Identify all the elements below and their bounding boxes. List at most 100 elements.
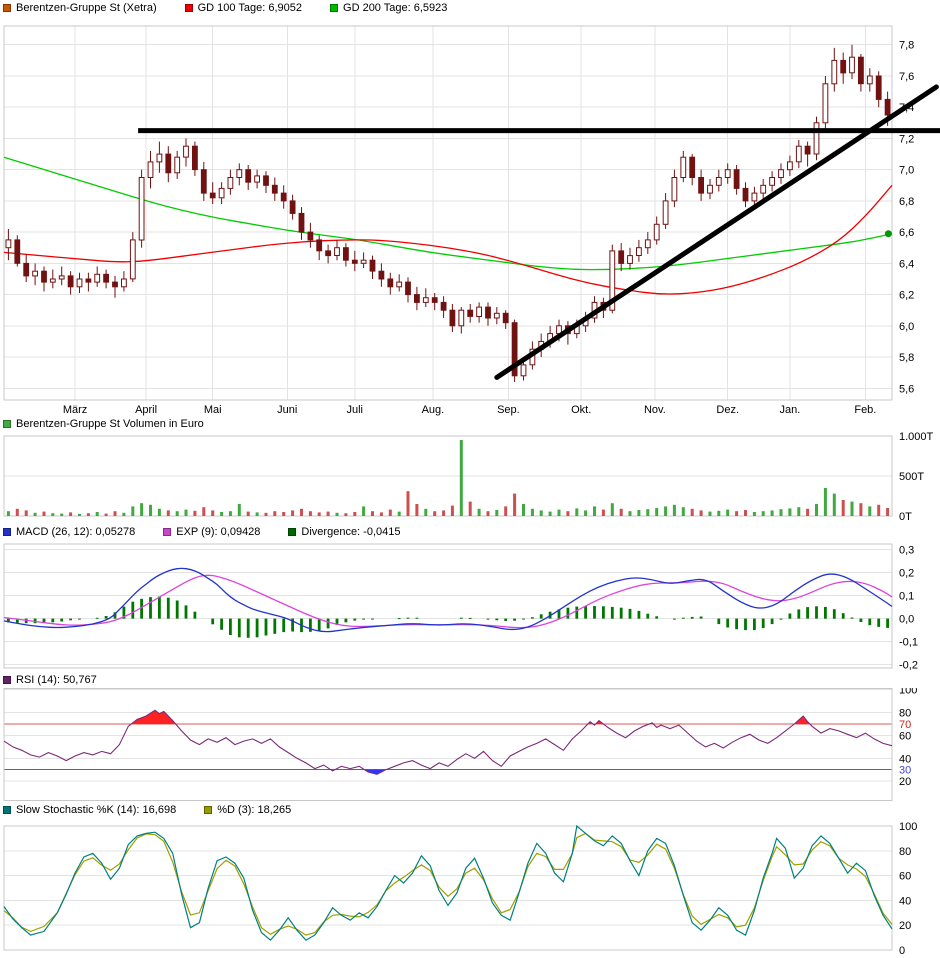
stoch-k-line: [3, 824, 893, 941]
macd-legend: MACD (26, 12): 0,05278 EXP (9): 0,09428 …: [0, 524, 940, 540]
legend-item-symbol: Berentzen-Gruppe St (Xetra): [3, 2, 157, 14]
gd200-line: [3, 156, 893, 271]
legend-item-stoch-d: %D (3): 18,265: [204, 804, 291, 816]
legend-item-divergence: Divergence: -0,0415: [288, 526, 400, 538]
svg-text:60: 60: [899, 730, 911, 742]
svg-text:Juli: Juli: [347, 404, 364, 416]
exp-swatch-icon: [163, 528, 172, 536]
svg-text:6,4: 6,4: [899, 258, 914, 270]
symbol-legend-label: Berentzen-Gruppe St (Xetra): [16, 2, 157, 14]
trend-line: [494, 84, 939, 380]
stoch-d-legend-label: %D (3): 18,265: [217, 804, 292, 816]
legend-item-exp: EXP (9): 0,09428: [163, 526, 260, 538]
svg-text:80: 80: [899, 846, 911, 858]
rsi-line: [3, 709, 893, 775]
price-legend: Berentzen-Gruppe St (Xetra) GD 100 Tage:…: [0, 0, 940, 16]
svg-text:80: 80: [899, 708, 911, 720]
svg-text:6,8: 6,8: [899, 196, 914, 208]
gd200-swatch-icon: [330, 4, 339, 12]
svg-text:6,2: 6,2: [899, 290, 914, 302]
volume-legend: Berentzen-Gruppe St Volumen in Euro: [0, 416, 940, 432]
stoch-k-legend-label: Slow Stochastic %K (14): 16,698: [16, 804, 177, 816]
svg-text:Dez.: Dez.: [716, 404, 739, 416]
volume-swatch-icon: [3, 420, 11, 428]
svg-text:-0,1: -0,1: [899, 637, 918, 649]
price-chart-svg: 7,8 7,6 7,4 7,2 7,0 6,8 6,6 6,4 6,2 6,0 5,8 5,6 März…: [3, 25, 940, 416]
svg-text:6,6: 6,6: [899, 227, 914, 239]
gd100-line: [3, 184, 893, 295]
divergence-histogram: [7, 596, 889, 638]
svg-text:Sep.: Sep.: [497, 404, 520, 416]
svg-text:März: März: [63, 404, 87, 416]
svg-text:40: 40: [899, 753, 911, 765]
svg-text:30: 30: [899, 765, 911, 777]
rsi-panel: RSI (14): 50,767 100 80 70 60 40 30 20: [0, 672, 940, 802]
gd200-legend-label: GD 200 Tage: 6,5923: [343, 2, 448, 14]
legend-item-rsi: RSI (14): 50,767: [3, 674, 97, 686]
exp-legend-label: EXP (9): 0,09428: [176, 526, 261, 538]
svg-text:70: 70: [899, 719, 911, 731]
svg-text:Mai: Mai: [204, 404, 222, 416]
stochastic-gridlines: [3, 825, 893, 951]
volume-legend-label: Berentzen-Gruppe St Volumen in Euro: [16, 418, 204, 430]
svg-text:7,4: 7,4: [899, 102, 914, 114]
volume-chart-svg: 1.000T 500T 0T: [3, 432, 934, 523]
legend-item-stoch-k: Slow Stochastic %K (14): 16,698: [3, 804, 176, 816]
svg-text:5,8: 5,8: [899, 352, 914, 364]
month-x-axis-labels: März April Mai Juni Juli Aug. Sep. Okt. Nov. Dez.…: [63, 404, 877, 416]
svg-text:20: 20: [899, 776, 911, 788]
gd100-legend-label: GD 100 Tage: 6,9052: [197, 2, 303, 14]
macd-gridlines: [3, 543, 893, 669]
stoch-k-swatch-icon: [3, 806, 11, 814]
price-gridlines: [3, 25, 893, 401]
macd-chart-svg: 0,3 0,2 0,1 0,0 -0,1 -0,2: [3, 543, 918, 672]
legend-item-gd200: GD 200 Tage: 6,5923: [330, 2, 447, 14]
svg-text:40: 40: [899, 895, 911, 907]
price-y-axis-labels: 7,8 7,6 7,4 7,2 7,0 6,8 6,6 6,4 6,2 6,0 5,8 5,6: [899, 40, 914, 396]
svg-text:0,0: 0,0: [899, 614, 914, 626]
svg-text:0: 0: [899, 945, 905, 957]
stochastic-legend: Slow Stochastic %K (14): 16,698 %D (3): …: [0, 802, 940, 818]
svg-text:7,0: 7,0: [899, 165, 914, 177]
svg-text:0T: 0T: [899, 511, 912, 523]
legend-item-macd: MACD (26, 12): 0,05278: [3, 526, 135, 538]
svg-text:20: 20: [899, 920, 911, 932]
svg-text:5,6: 5,6: [899, 383, 914, 395]
gd200-end-dot: [884, 230, 892, 238]
svg-text:Jan.: Jan.: [779, 404, 800, 416]
svg-text:1.000T: 1.000T: [899, 432, 934, 443]
svg-text:Juni: Juni: [277, 404, 297, 416]
divergence-swatch-icon: [288, 528, 297, 536]
volume-bars: [6, 440, 890, 516]
macd-legend-label: MACD (26, 12): 0,05278: [16, 526, 136, 538]
macd-swatch-icon: [3, 528, 11, 536]
oversold-fill: [330, 769, 386, 775]
macd-line: [3, 567, 893, 633]
volume-panel: Berentzen-Gruppe St Volumen in Euro 1.00…: [0, 416, 940, 524]
rsi-swatch-icon: [3, 676, 11, 684]
legend-item-volume: Berentzen-Gruppe St Volumen in Euro: [3, 418, 204, 430]
stoch-d-swatch-icon: [204, 806, 213, 814]
symbol-swatch-icon: [3, 4, 11, 12]
svg-text:100: 100: [899, 821, 917, 833]
svg-text:7,2: 7,2: [899, 133, 914, 145]
macd-panel: MACD (26, 12): 0,05278 EXP (9): 0,09428 …: [0, 524, 940, 672]
stochastic-y-axis-labels: 100 80 60 40 20 0: [899, 821, 917, 957]
rsi-gridlines: [3, 688, 893, 801]
stochastic-panel: Slow Stochastic %K (14): 16,698 %D (3): …: [0, 802, 940, 958]
volume-gridlines: [3, 435, 893, 517]
svg-text:60: 60: [899, 871, 911, 883]
divergence-legend-label: Divergence: -0,0415: [301, 526, 401, 538]
rsi-legend: RSI (14): 50,767: [0, 672, 940, 688]
svg-text:Okt.: Okt.: [571, 404, 591, 416]
gd100-swatch-icon: [184, 4, 193, 12]
candlestick-series: [5, 44, 891, 382]
macd-y-axis-labels: 0,3 0,2 0,1 0,0 -0,1 -0,2: [899, 545, 918, 672]
price-panel: Berentzen-Gruppe St (Xetra) GD 100 Tage:…: [0, 0, 940, 416]
svg-text:Aug.: Aug.: [422, 404, 445, 416]
svg-text:500T: 500T: [899, 471, 924, 483]
svg-text:7,6: 7,6: [899, 71, 914, 83]
